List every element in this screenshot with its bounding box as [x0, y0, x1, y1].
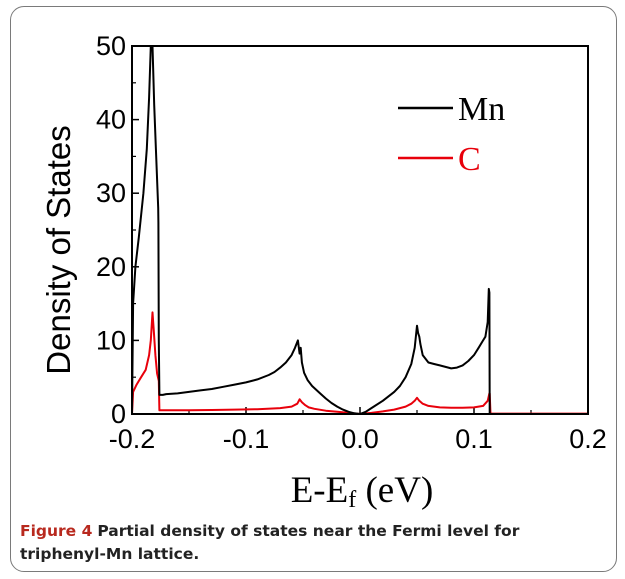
- series-line-c: [132, 311, 588, 414]
- x-axis-label-subscript: f: [348, 487, 356, 513]
- y-tick-label: 40: [96, 105, 126, 135]
- x-tick-label: -0.2: [109, 424, 156, 454]
- x-axis-label-main: E-E: [291, 470, 349, 511]
- y-tick-label: 30: [96, 178, 126, 208]
- x-tick-label: 0.0: [341, 424, 379, 454]
- legend-label-mn: Mn: [458, 91, 505, 128]
- x-axis-label-unit: (eV): [356, 470, 433, 511]
- axis-ticks: [131, 45, 589, 415]
- x-tick-label: -0.1: [223, 424, 270, 454]
- legend: Mn C: [398, 91, 505, 178]
- x-tick-label: 0.2: [569, 424, 607, 454]
- x-tick-label: 0.1: [455, 424, 493, 454]
- figure-frame: [10, 6, 617, 572]
- legend-label-c: C: [458, 141, 481, 178]
- x-axis-label: E-Ef (eV): [291, 470, 434, 513]
- y-tick-label: 20: [96, 252, 126, 282]
- figure-label: Figure 4: [20, 522, 93, 540]
- figure-caption-text: Partial density of states near the Fermi…: [20, 522, 520, 563]
- y-tick-label: 50: [96, 31, 126, 61]
- plot-area-box: [131, 45, 589, 415]
- y-axis-label: Density of States: [40, 125, 77, 374]
- y-tick-label: 0: [111, 399, 126, 429]
- figure-caption: Figure 4 Partial density of states near …: [20, 520, 610, 566]
- series-layer: [132, 46, 588, 414]
- series-line-mn: [132, 46, 588, 414]
- tick-labels: -0.2 -0.1 0.0 0.1 0.2 0 10 20 30 40 50: [96, 31, 607, 454]
- y-tick-label: 10: [96, 325, 126, 355]
